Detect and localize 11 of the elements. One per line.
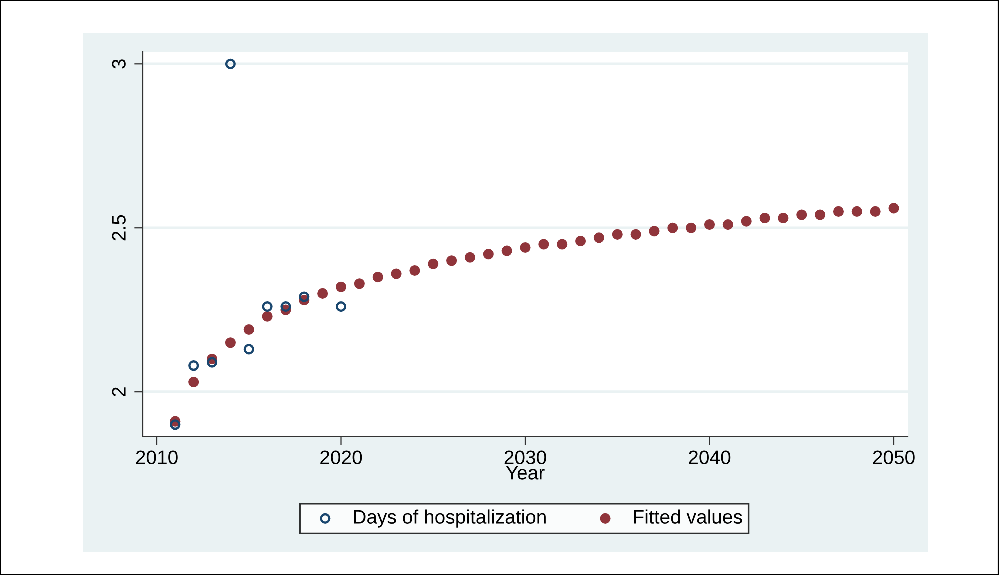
x-tick-label: 2020 [320,450,362,464]
x-tick-label: 2030 [504,450,546,464]
legend-label: Fitted values [634,510,742,524]
x-tick-label: 2050 [873,450,915,464]
x-axis-title: Year [506,466,545,480]
x-tick-label: 2040 [689,450,731,464]
legend-label: Days of hospitalization [354,510,546,528]
y-tick-label: 2.5 [112,215,126,241]
y-tick-label: 2 [112,388,126,396]
y-tick-label: 3 [112,60,126,69]
x-tick-label: 2010 [136,450,178,464]
